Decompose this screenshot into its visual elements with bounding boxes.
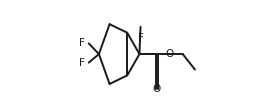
- Text: F: F: [79, 58, 85, 68]
- Text: O: O: [152, 84, 160, 94]
- Text: F: F: [137, 33, 143, 43]
- Text: O: O: [165, 49, 174, 59]
- Text: F: F: [79, 38, 85, 48]
